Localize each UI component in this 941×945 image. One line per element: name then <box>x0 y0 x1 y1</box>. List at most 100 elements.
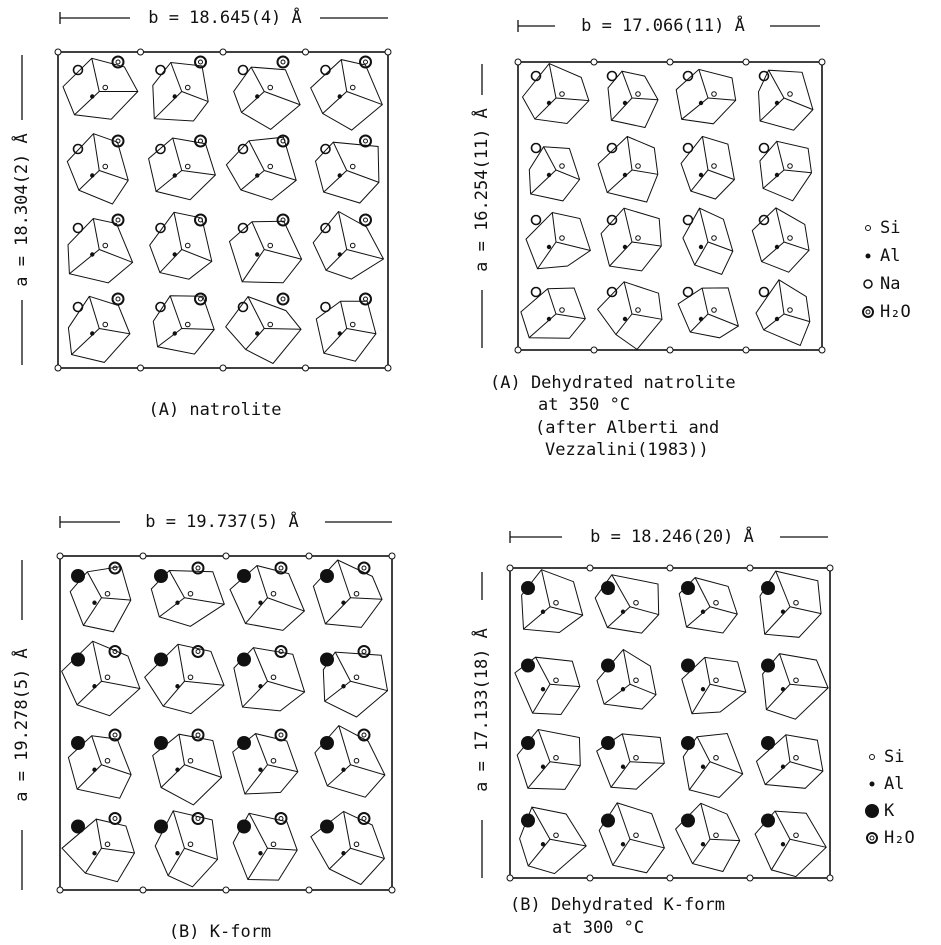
bond <box>174 212 182 249</box>
a-label: a = 19.278(5) Å <box>10 648 32 802</box>
si-atom <box>560 236 565 241</box>
corner-atom <box>515 347 521 353</box>
tetrahedra <box>234 67 300 129</box>
corner-atom <box>827 565 833 571</box>
bond <box>96 819 101 848</box>
k-atom <box>601 659 615 673</box>
na-atom <box>74 145 83 154</box>
corner-atom <box>743 59 749 65</box>
al-atom <box>255 173 259 177</box>
bond <box>156 171 182 192</box>
bond <box>158 329 182 347</box>
si-atom <box>794 678 799 683</box>
k-atom <box>601 814 615 828</box>
bond <box>83 598 101 626</box>
corner-atom <box>667 875 673 881</box>
al-atom <box>621 765 625 769</box>
legend-label: K <box>884 801 895 821</box>
bond <box>632 314 662 319</box>
bond <box>185 765 222 778</box>
bond <box>687 607 710 627</box>
bond <box>708 98 736 100</box>
al-atom <box>781 687 785 691</box>
bond <box>241 171 264 190</box>
b-label: b = 17.066(11) Å <box>581 14 745 36</box>
bond <box>75 92 100 115</box>
bond <box>159 598 184 617</box>
bond <box>535 98 556 119</box>
water <box>281 60 285 64</box>
bond <box>163 681 184 706</box>
al-atom <box>699 245 703 249</box>
bond <box>344 811 351 848</box>
bond <box>335 652 350 681</box>
si-atom <box>714 755 719 760</box>
water <box>362 817 366 821</box>
legend-symbol <box>870 755 875 760</box>
tetrahedra <box>756 280 810 346</box>
bond <box>72 329 100 355</box>
si-atom <box>634 600 639 605</box>
tetrahedra <box>68 219 133 283</box>
al-atom <box>701 842 705 846</box>
k-atom <box>681 814 695 828</box>
bond <box>94 134 100 171</box>
bond <box>351 598 383 600</box>
bond <box>786 735 790 762</box>
k-atom <box>521 736 535 750</box>
bond <box>93 641 102 681</box>
si-atom <box>794 755 799 760</box>
bond <box>708 242 733 251</box>
si-atom <box>634 678 639 683</box>
si-atom <box>188 842 193 847</box>
na-atom <box>321 145 330 154</box>
k-atom <box>601 581 615 595</box>
si-atom <box>634 755 639 760</box>
tetrahedra <box>153 296 214 354</box>
si-atom <box>560 308 565 313</box>
al-atom <box>781 765 785 769</box>
corner-atom <box>57 887 63 893</box>
bond <box>246 329 265 350</box>
corner-atom <box>587 565 593 571</box>
na-atom <box>684 216 693 225</box>
al-atom <box>341 684 345 688</box>
al-atom <box>541 610 545 614</box>
bond <box>255 734 267 765</box>
water <box>360 294 371 305</box>
caption: (B) K-form <box>169 922 271 942</box>
si-atom <box>354 675 359 680</box>
bond <box>775 811 790 839</box>
figure: b = 18.645(4) Å a = 18.304(2) Å (A) natr… <box>0 0 941 945</box>
al-atom <box>92 851 96 855</box>
bond <box>523 607 550 629</box>
al-atom <box>255 94 259 98</box>
bond <box>764 314 784 330</box>
bond <box>556 170 580 180</box>
al-atom <box>90 94 94 98</box>
bond <box>762 242 784 262</box>
si-atom <box>268 85 273 90</box>
tetrahedra <box>521 288 585 338</box>
al-atom <box>623 173 627 177</box>
bond <box>242 250 264 282</box>
si-atom <box>271 591 276 596</box>
bond <box>87 572 101 598</box>
corner-atom <box>819 347 825 353</box>
corner-atom <box>220 365 226 371</box>
corner-atom <box>138 365 144 371</box>
si-atom <box>268 164 273 169</box>
al-atom <box>775 245 779 249</box>
bond <box>760 98 784 121</box>
si-atom <box>636 308 641 313</box>
si-atom <box>103 243 108 248</box>
si-atom <box>788 164 793 169</box>
corner-atom <box>743 347 749 353</box>
legend-label: H₂O <box>884 828 915 848</box>
bond <box>790 684 828 688</box>
tetrahedra <box>149 138 216 200</box>
bond <box>102 681 140 688</box>
al-atom <box>623 245 627 249</box>
legend-symbol <box>870 836 874 840</box>
tetrahedra <box>760 571 821 637</box>
